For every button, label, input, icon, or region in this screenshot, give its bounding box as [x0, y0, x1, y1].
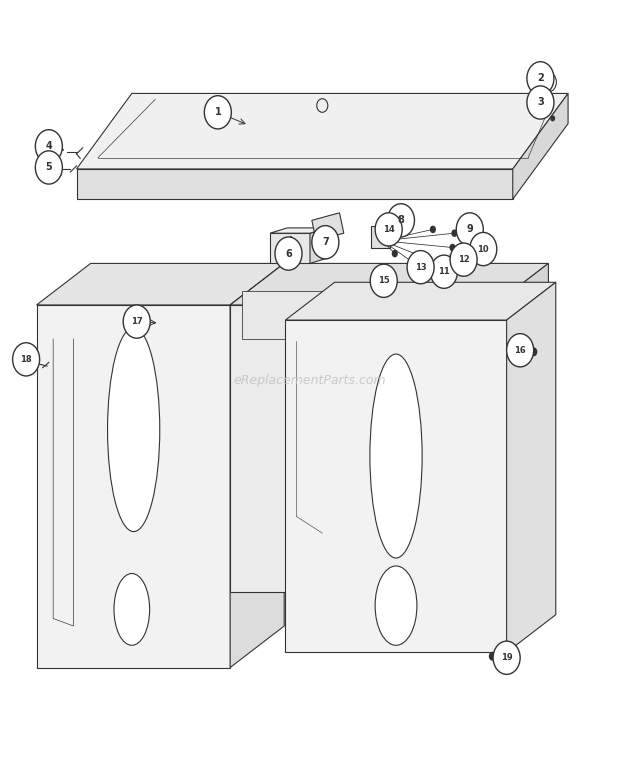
Circle shape	[493, 641, 520, 674]
Circle shape	[489, 651, 496, 661]
Circle shape	[410, 259, 416, 266]
Ellipse shape	[370, 354, 422, 558]
Polygon shape	[270, 233, 310, 263]
Text: 7: 7	[322, 237, 329, 247]
Text: 17: 17	[131, 317, 143, 326]
Text: 1: 1	[215, 107, 221, 117]
Polygon shape	[37, 305, 230, 667]
Polygon shape	[270, 228, 327, 233]
Circle shape	[370, 264, 397, 298]
Text: 15: 15	[378, 276, 389, 285]
Polygon shape	[507, 282, 556, 652]
Text: 6: 6	[285, 249, 292, 259]
Polygon shape	[76, 94, 568, 169]
Circle shape	[392, 250, 398, 257]
Polygon shape	[37, 263, 284, 305]
Text: 2: 2	[537, 73, 544, 83]
Text: 10: 10	[477, 244, 489, 253]
Circle shape	[451, 229, 458, 237]
Circle shape	[527, 86, 554, 119]
Polygon shape	[494, 263, 549, 592]
Circle shape	[546, 79, 551, 85]
Circle shape	[450, 243, 477, 276]
Circle shape	[427, 256, 433, 263]
Polygon shape	[230, 305, 494, 592]
Text: 14: 14	[383, 225, 394, 234]
Ellipse shape	[107, 328, 160, 532]
Text: 11: 11	[438, 267, 450, 276]
Text: 19: 19	[501, 653, 513, 662]
Circle shape	[527, 62, 554, 95]
Text: 4: 4	[45, 142, 52, 151]
Circle shape	[470, 232, 497, 266]
Circle shape	[12, 342, 40, 376]
Text: 8: 8	[397, 215, 404, 225]
Circle shape	[275, 237, 302, 270]
Circle shape	[35, 129, 63, 163]
Polygon shape	[230, 263, 284, 667]
Text: 9: 9	[466, 224, 473, 234]
Circle shape	[430, 225, 436, 233]
Text: 13: 13	[415, 263, 427, 272]
Polygon shape	[230, 263, 549, 305]
Polygon shape	[285, 282, 556, 320]
Polygon shape	[312, 213, 344, 240]
Polygon shape	[310, 228, 327, 263]
Text: 18: 18	[20, 355, 32, 364]
Circle shape	[542, 102, 548, 110]
Text: 5: 5	[45, 162, 52, 173]
Circle shape	[456, 213, 483, 246]
Circle shape	[450, 244, 456, 251]
Polygon shape	[371, 225, 390, 248]
Circle shape	[388, 204, 414, 237]
Circle shape	[530, 347, 538, 356]
Text: 16: 16	[514, 345, 526, 355]
Text: eReplacementParts.com: eReplacementParts.com	[234, 374, 386, 387]
Circle shape	[205, 96, 231, 129]
Circle shape	[550, 116, 555, 122]
Polygon shape	[76, 169, 513, 199]
Circle shape	[375, 213, 402, 246]
Polygon shape	[285, 320, 507, 652]
Text: 12: 12	[458, 255, 469, 264]
Circle shape	[123, 305, 150, 338]
Circle shape	[312, 225, 339, 259]
Polygon shape	[513, 94, 568, 199]
Ellipse shape	[375, 566, 417, 645]
Text: 3: 3	[537, 97, 544, 107]
Circle shape	[28, 358, 35, 368]
Ellipse shape	[114, 574, 149, 645]
Polygon shape	[242, 291, 344, 339]
Circle shape	[35, 151, 63, 184]
Circle shape	[396, 217, 402, 224]
Circle shape	[407, 250, 434, 284]
Circle shape	[507, 333, 534, 367]
Circle shape	[430, 255, 458, 288]
